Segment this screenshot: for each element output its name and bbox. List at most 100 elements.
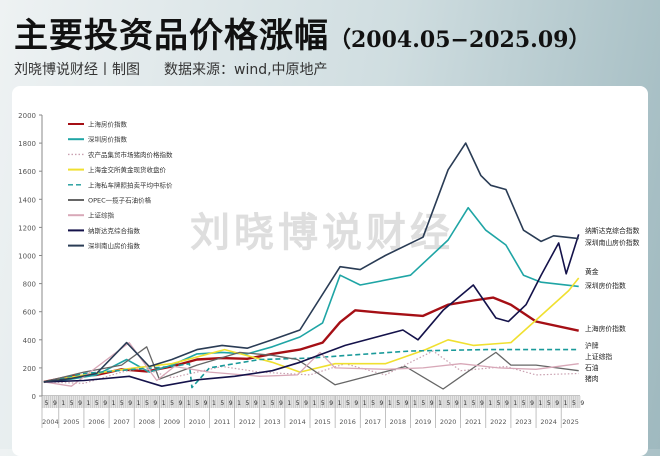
x-month-label: 1 <box>488 400 492 407</box>
x-year-label: 2004 <box>42 418 59 426</box>
x-year-label: 2025 <box>562 418 579 426</box>
x-month-label: 1 <box>338 400 342 407</box>
x-month-label: 9 <box>204 400 208 407</box>
x-month-label: 9 <box>128 400 132 407</box>
x-month-label: 1 <box>112 400 116 407</box>
legend-label: 农产品集贸市场猪肉价格指数 <box>88 150 173 159</box>
x-month-label: 1 <box>388 400 392 407</box>
x-month-label: 9 <box>329 400 333 407</box>
page-title: 主要投资品价格涨幅（2004.05−2025.09） <box>14 8 590 57</box>
legend-label: 上海房价指数 <box>88 120 128 129</box>
x-month-label: 5 <box>246 400 250 407</box>
x-year-label: 2019 <box>415 418 432 426</box>
x-month-label: 9 <box>254 400 258 407</box>
series-line-6 <box>43 346 579 390</box>
y-tick-label: 2000 <box>18 112 36 120</box>
x-year-label: 2017 <box>365 418 382 426</box>
x-month-label: 5 <box>572 400 576 407</box>
x-month-label: 1 <box>237 400 241 407</box>
x-month-label: 9 <box>555 400 559 407</box>
data-source: 数据来源：wind,中原地产 <box>164 62 328 78</box>
legend-label: 上海私车牌照拍卖平均中标价 <box>88 180 173 189</box>
x-month-label: 5 <box>396 400 400 407</box>
x-month-label: 5 <box>70 400 74 407</box>
x-month-label: 5 <box>497 400 501 407</box>
x-month-label: 5 <box>371 400 375 407</box>
x-month-label: 5 <box>120 400 124 407</box>
x-month-label: 9 <box>354 400 358 407</box>
end-label: 黄金 <box>585 267 599 276</box>
x-month-label: 5 <box>170 400 174 407</box>
x-year-label: 2021 <box>465 418 482 426</box>
x-month-label: 1 <box>212 400 216 407</box>
end-label: 沪牌 <box>585 341 599 350</box>
x-year-label: 2016 <box>339 418 356 426</box>
x-month-label: 1 <box>86 400 90 407</box>
x-year-label: 2010 <box>189 418 206 426</box>
series-line-3 <box>43 350 579 384</box>
x-month-label: 1 <box>413 400 417 407</box>
title-text: 主要投资品价格涨幅 <box>14 16 329 56</box>
x-month-label: 5 <box>95 400 99 407</box>
x-axis-month-band <box>42 396 580 408</box>
x-month-label: 5 <box>220 400 224 407</box>
x-month-label: 5 <box>522 400 526 407</box>
x-month-label: 9 <box>229 400 233 407</box>
x-month-label: 9 <box>580 400 584 407</box>
x-year-label: 2024 <box>540 418 557 426</box>
series-line-9 <box>43 142 579 383</box>
x-month-label: 5 <box>446 400 450 407</box>
x-year-label: 2009 <box>164 418 181 426</box>
x-month-label: 5 <box>145 400 149 407</box>
x-month-label: 9 <box>480 400 484 407</box>
x-month-label: 1 <box>262 400 266 407</box>
x-year-label: 2011 <box>214 418 231 426</box>
x-month-label: 1 <box>438 400 442 407</box>
subtitle: 刘晓博说财经丨制图 数据来源：wind,中原地产 <box>14 59 328 79</box>
legend-label: 上海金交所黄金现货收盘价 <box>88 165 167 174</box>
y-tick-label: 600 <box>23 309 36 317</box>
x-month-label: 9 <box>405 400 409 407</box>
x-month-label: 9 <box>530 400 534 407</box>
y-tick-label: 1600 <box>18 168 36 176</box>
x-month-label: 9 <box>78 400 82 407</box>
x-month-label: 5 <box>472 400 476 407</box>
x-month-label: 9 <box>53 400 57 407</box>
x-year-label: 2015 <box>314 418 331 426</box>
legend-label: 深圳南山房价指数 <box>88 241 141 250</box>
end-label: 上证综指 <box>585 352 612 361</box>
x-month-label: 5 <box>45 400 49 407</box>
x-year-label: 2007 <box>113 418 130 426</box>
series-line-5 <box>43 348 579 389</box>
x-year-label: 2006 <box>88 418 105 426</box>
y-tick-label: 800 <box>23 281 36 289</box>
y-tick-label: 1200 <box>18 224 36 232</box>
end-label: 石油 <box>585 363 599 372</box>
x-month-label: 9 <box>279 400 283 407</box>
x-year-label: 2013 <box>264 418 281 426</box>
x-year-label: 2008 <box>138 418 155 426</box>
author-credit: 刘晓博说财经丨制图 <box>14 62 140 78</box>
x-month-label: 1 <box>162 400 166 407</box>
y-tick-label: 400 <box>23 337 36 345</box>
x-month-label: 9 <box>455 400 459 407</box>
x-month-label: 9 <box>430 400 434 407</box>
x-month-label: 1 <box>61 400 65 407</box>
title-date-range: （2004.05−2025.09） <box>329 27 591 53</box>
end-label: 猪肉 <box>585 374 599 383</box>
x-month-label: 9 <box>179 400 183 407</box>
x-year-label: 2014 <box>289 418 306 426</box>
series-line-7 <box>43 341 579 387</box>
x-month-label: 1 <box>463 400 467 407</box>
end-label: 纳斯达克综合指数 <box>585 226 640 235</box>
x-month-label: 1 <box>513 400 517 407</box>
chart-card <box>12 86 648 456</box>
x-year-label: 2020 <box>440 418 457 426</box>
x-month-label: 5 <box>195 400 199 407</box>
end-label: 上海房价指数 <box>585 324 626 333</box>
x-month-label: 5 <box>271 400 275 407</box>
y-tick-label: 1000 <box>18 253 36 261</box>
legend-label: OPEC一揽子石油价格 <box>88 196 152 205</box>
x-month-label: 1 <box>363 400 367 407</box>
